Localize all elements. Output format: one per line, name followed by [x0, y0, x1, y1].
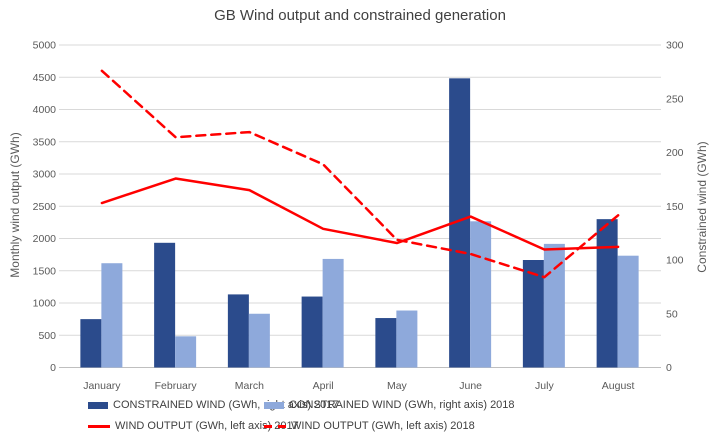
legend-label: WIND OUTPUT (GWh, left axis) 2017 — [115, 420, 299, 432]
legend-item-windoutput-2017: WIND OUTPUT (GWh, left axis) 2017 — [88, 420, 299, 432]
bar-2018 — [322, 258, 344, 368]
wind-output-2017-line — [100, 177, 620, 251]
y-left-tick-label: 1000 — [33, 298, 57, 310]
bar-2017 — [301, 296, 323, 368]
y-right-tick-label: 150 — [666, 201, 684, 213]
y-right-tick-label: 50 — [666, 308, 678, 320]
legend-item-constrained-2018: CONSTRAINED WIND (GWh, right axis) 2018 — [264, 399, 515, 411]
bar-2018 — [248, 313, 270, 368]
bar-2018 — [470, 221, 492, 368]
y-left-tick-label: 1500 — [33, 265, 57, 277]
y-right-tick-label: 250 — [666, 93, 684, 105]
bar-2018 — [617, 255, 639, 368]
bar-2017 — [375, 318, 397, 368]
y-left-tick-label: 3500 — [33, 136, 57, 148]
bar-2017 — [154, 242, 176, 368]
x-axis-label: July — [535, 380, 554, 392]
bar-swatch-2017-icon — [88, 401, 108, 409]
legend: CONSTRAINED WIND (GWh, right axis) 2017 … — [88, 399, 515, 432]
bar-2017 — [449, 78, 471, 368]
legend-item-constrained-2017: CONSTRAINED WIND (GWh, right axis) 2017 — [88, 399, 339, 411]
y-left-tick-label: 4500 — [33, 72, 57, 84]
y-left-tick-label: 2000 — [33, 233, 57, 245]
x-axis-label: January — [83, 380, 121, 392]
y-left-tick-label: 0 — [50, 362, 56, 374]
x-axis-label: April — [313, 380, 334, 392]
y-right-tick-label: 100 — [666, 255, 684, 267]
y-left-tick-label: 4000 — [33, 104, 57, 116]
y-right-tick-label: 200 — [666, 147, 684, 159]
legend-label: WIND OUTPUT (GWh, left axis) 2018 — [291, 420, 475, 432]
x-axis-label: March — [235, 380, 264, 392]
wind-output-2018-line — [100, 69, 620, 279]
bar-2017 — [227, 294, 249, 368]
x-axis-label: February — [155, 380, 198, 392]
bar-2018 — [175, 336, 197, 368]
y-right-tick-label: 0 — [666, 362, 672, 374]
bar-2018 — [396, 310, 418, 368]
dashed-line-swatch-icon — [264, 424, 286, 428]
bar-2018 — [101, 263, 123, 368]
y-right-tick-label: 300 — [666, 40, 684, 52]
chart-title: GB Wind output and constrained generatio… — [214, 7, 506, 24]
legend-item-windoutput-2018: WIND OUTPUT (GWh, left axis) 2018 — [264, 420, 515, 432]
x-axis-label: May — [387, 380, 408, 392]
y-left-tick-label: 3000 — [33, 169, 57, 181]
x-axis-label: August — [602, 380, 635, 392]
bar-2017 — [596, 219, 618, 368]
y-left-tick-label: 500 — [38, 330, 56, 342]
bar-2017 — [522, 260, 544, 368]
bar-swatch-2018-icon — [264, 401, 284, 409]
solid-line-swatch-icon — [88, 424, 110, 428]
legend-label: CONSTRAINED WIND (GWh, right axis) 2018 — [289, 399, 515, 411]
bar-2017 — [80, 319, 102, 368]
x-axis-label: June — [459, 380, 482, 392]
y-left-tick-label: 2500 — [33, 201, 57, 213]
y-left-tick-label: 5000 — [33, 40, 57, 52]
